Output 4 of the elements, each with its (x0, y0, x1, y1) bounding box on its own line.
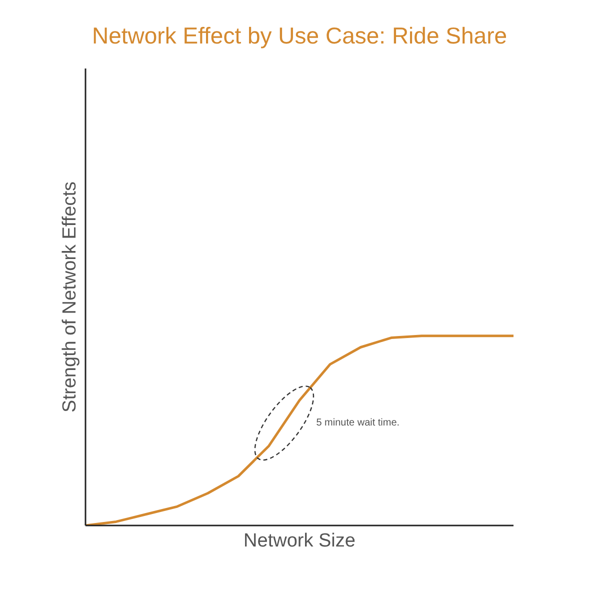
x-axis-title: Network Size (244, 530, 356, 552)
y-axis-title: Strength of Network Effects (60, 182, 80, 412)
annotation: 5 minute wait time. (316, 418, 400, 429)
chart-title: Network Effect by Use Case: Ride Share (92, 22, 508, 48)
